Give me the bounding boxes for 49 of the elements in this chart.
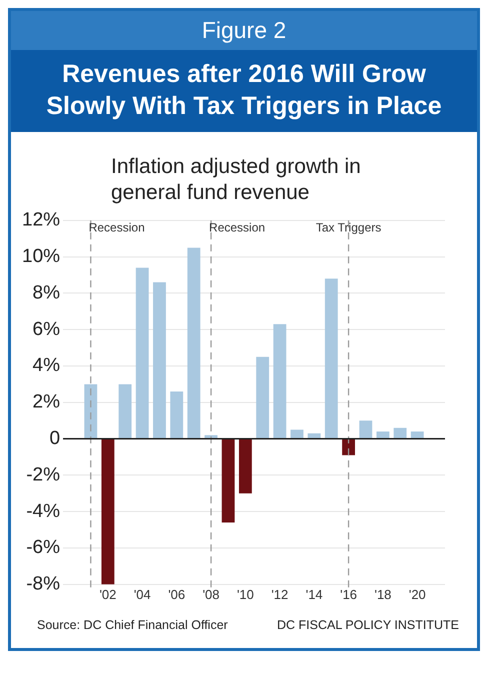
bar xyxy=(153,282,166,438)
y-tick-label: 4% xyxy=(32,355,60,376)
x-tick-label: '10 xyxy=(236,586,254,602)
bar xyxy=(256,356,270,438)
x-tick-label: '16 xyxy=(340,586,358,602)
ref-line-label: Recession xyxy=(209,220,266,235)
bar xyxy=(290,430,304,438)
bar xyxy=(204,435,218,438)
y-tick-label: 12% xyxy=(22,210,60,231)
bar xyxy=(118,384,132,438)
bar xyxy=(342,439,355,456)
bar xyxy=(273,324,286,438)
y-tick-label: -8% xyxy=(26,574,60,595)
y-tick-label: -6% xyxy=(26,537,60,558)
x-tick-label: '02 xyxy=(99,586,116,602)
chart-title: Revenues after 2016 Will Grow Slowly With Tax Triggers in Place xyxy=(11,50,477,132)
bar xyxy=(324,278,338,438)
bar xyxy=(308,433,321,438)
y-tick-label: -4% xyxy=(26,500,60,522)
bar xyxy=(238,439,252,494)
bar xyxy=(410,432,424,438)
bar xyxy=(101,439,114,584)
bar xyxy=(222,439,235,523)
ref-line-label: Tax Triggers xyxy=(316,220,382,235)
x-tick-label: '20 xyxy=(408,586,426,602)
y-tick-label: 0 xyxy=(49,428,60,450)
chart-subtitle: Inflation adjusted growth in general fund revenue xyxy=(110,154,361,206)
y-tick-label: -2% xyxy=(26,464,60,486)
x-tick-label: '12 xyxy=(271,586,288,602)
x-tick-label: '06 xyxy=(168,586,186,602)
x-tick-label: '18 xyxy=(374,586,392,602)
x-tick-label: '14 xyxy=(306,586,323,602)
caption: Figure 2 xyxy=(11,11,477,50)
bar xyxy=(170,391,184,438)
text: DC FISCAL POLICY INSTITUTE xyxy=(277,618,459,632)
bar xyxy=(376,432,390,438)
bar xyxy=(84,384,98,438)
ref-line-label: Recession xyxy=(88,220,145,235)
y-tick-label: 6% xyxy=(32,318,60,340)
x-tick-label: '04 xyxy=(134,586,151,602)
y-tick-label: 8% xyxy=(32,282,60,304)
y-tick-label: 2% xyxy=(32,392,60,413)
bar xyxy=(187,248,200,438)
bar xyxy=(136,268,149,438)
y-tick-label: 10% xyxy=(22,246,60,268)
source-note: Source: DC Chief Financial Officer xyxy=(37,618,228,632)
x-tick-label: '08 xyxy=(202,586,220,602)
bar xyxy=(359,420,372,438)
bar xyxy=(394,428,407,438)
